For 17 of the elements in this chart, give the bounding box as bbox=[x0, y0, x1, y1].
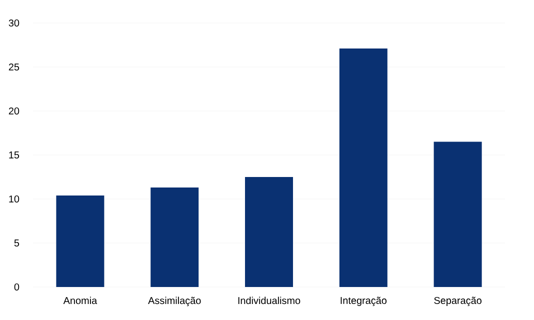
y-tick-label: 25 bbox=[8, 63, 20, 71]
bar bbox=[434, 142, 482, 287]
y-tick-label: 30 bbox=[8, 19, 20, 27]
y-tick-label: 5 bbox=[14, 240, 20, 246]
x-tick-label: Assimilação bbox=[148, 296, 201, 306]
x-tick-label: Anomia bbox=[63, 296, 98, 304]
x-tick-label: Individualismo bbox=[238, 296, 300, 304]
bar bbox=[339, 48, 388, 287]
y-tick-label: 20 bbox=[8, 107, 20, 115]
y-tick-label: 0 bbox=[14, 283, 20, 291]
bar bbox=[245, 177, 294, 287]
y-tick-label: 15 bbox=[9, 152, 20, 158]
x-tick-label: Separação bbox=[434, 296, 482, 306]
y-tick-label: 10 bbox=[9, 195, 20, 203]
bar bbox=[56, 195, 104, 287]
bar bbox=[150, 188, 199, 287]
x-tick-label: Integração bbox=[340, 296, 387, 306]
